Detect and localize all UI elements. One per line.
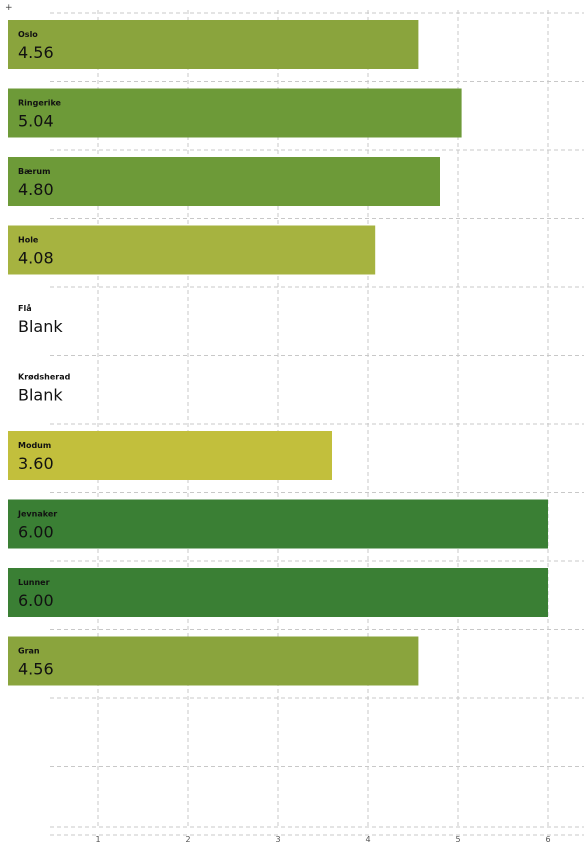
category-label: Lunner (18, 578, 50, 587)
value-label: Blank (18, 386, 63, 405)
x-tick-label: 6 (545, 835, 550, 844)
bar-bærum (8, 157, 440, 206)
value-label: 5.04 (18, 112, 54, 131)
x-tick-label: 1 (95, 835, 100, 844)
value-label: 4.56 (18, 43, 54, 62)
category-label: Flå (18, 303, 32, 313)
category-label: Bærum (18, 167, 50, 176)
value-label: 4.80 (18, 180, 54, 199)
value-label: 3.60 (18, 454, 54, 473)
category-label: Oslo (18, 30, 38, 39)
bar-modum (8, 431, 332, 480)
category-label: Modum (18, 441, 51, 450)
value-label: 6.00 (18, 591, 54, 610)
bar-series (8, 20, 548, 686)
x-tick-label: 5 (455, 835, 460, 844)
category-label: Ringerike (18, 99, 62, 108)
x-tick-label: 4 (365, 835, 370, 844)
value-label: 6.00 (18, 523, 54, 542)
category-label: Krødsherad (18, 373, 71, 382)
bar-labels: Oslo 4.56 Ringerike 5.04 Bærum 4.80 Hole 4.08 Fl… (17, 30, 71, 679)
value-label: 4.08 (18, 249, 54, 268)
grid-lines (50, 10, 584, 836)
value-label: 4.56 (18, 660, 54, 679)
bar-ringerike (8, 88, 462, 138)
bar-lunner (8, 568, 548, 617)
corner-plus-mark: + (5, 3, 13, 13)
bar-oslo (8, 20, 419, 69)
category-label: Hole (18, 236, 39, 245)
x-axis-ticks: 1 2 3 4 5 6 (95, 835, 550, 844)
bar-jevnaker (8, 499, 548, 549)
category-label: Jevnaker (17, 510, 57, 519)
x-tick-label: 2 (185, 835, 190, 844)
category-label: Gran (18, 647, 40, 656)
value-label: Blank (18, 317, 63, 336)
x-tick-label: 3 (275, 835, 280, 844)
bar-hole (8, 225, 376, 275)
bar-gran (8, 636, 419, 686)
